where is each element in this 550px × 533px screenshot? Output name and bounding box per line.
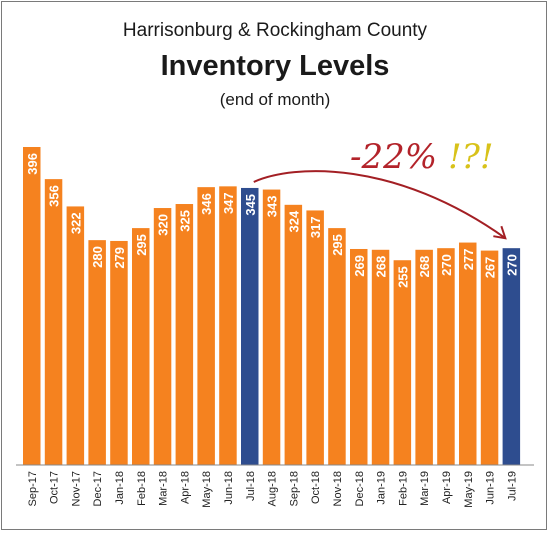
x-tick-label-jun-18: Jun-18 (223, 471, 235, 505)
x-tick-label-aug-18: Aug-18 (267, 471, 279, 506)
x-tick-label-nov-18: Nov-18 (332, 471, 344, 506)
data-label-dec-18: 269 (352, 255, 367, 277)
annotation-percent: -22% (350, 137, 437, 177)
bar-sep-18 (284, 204, 303, 465)
data-label-feb-19: 255 (395, 266, 410, 288)
data-label-nov-17: 322 (68, 212, 83, 234)
x-tick-label-jan-18: Jan-18 (114, 471, 126, 505)
data-label-jan-18: 279 (112, 247, 127, 269)
data-label-apr-18: 325 (177, 210, 192, 232)
x-tick-label-dec-17: Dec-17 (92, 471, 104, 506)
x-tick-label-sep-18: Sep-18 (288, 471, 300, 506)
bar-apr-18 (175, 204, 194, 466)
bar-nov-18 (328, 228, 346, 465)
bar-feb-19 (393, 260, 412, 465)
x-tick-label-mar-19: Mar-19 (419, 471, 431, 506)
bar-may-18 (197, 187, 215, 465)
x-tick-label-jun-19: Jun-19 (485, 471, 497, 505)
x-tick-label-jan-19: Jan-19 (376, 471, 388, 505)
annotation-arrowhead (493, 225, 507, 240)
x-tick-label-feb-18: Feb-18 (136, 471, 148, 506)
x-tick-label-jul-18: Jul-18 (245, 471, 257, 501)
data-label-aug-18: 343 (265, 196, 280, 218)
data-label-jun-19: 267 (483, 257, 498, 279)
data-label-may-18: 346 (199, 193, 214, 215)
data-label-apr-19: 270 (439, 254, 454, 276)
chart-title: Inventory Levels (160, 50, 390, 82)
data-label-sep-18: 324 (286, 210, 301, 232)
x-tick-labels-group: Sep-17 Oct-17 Nov-17 Dec-17 Jan-18 Feb-18 Mar-… (27, 471, 519, 508)
bar-mar-19 (415, 249, 433, 465)
bar-jan-19 (371, 249, 390, 465)
bars-group: 396 356 322 280 279 295 320 325 346 347 345 343 324 3… (23, 147, 521, 466)
data-label-jul-19: 270 (504, 254, 519, 276)
x-tick-label-sep-17: Sep-17 (27, 471, 39, 506)
annotation-marks: !?! (448, 137, 494, 177)
bar-jun-18 (219, 186, 237, 465)
data-label-mar-18: 320 (156, 214, 171, 236)
bar-aug-18 (262, 189, 281, 465)
x-tick-label-feb-19: Feb-19 (397, 471, 409, 506)
x-tick-label-nov-17: Nov-17 (70, 471, 82, 506)
x-tick-label-may-18: May-18 (201, 471, 213, 508)
bar-apr-19 (437, 248, 455, 465)
bar-mar-18 (153, 208, 172, 465)
bar-sep-17 (23, 147, 41, 465)
data-label-feb-18: 295 (134, 234, 149, 256)
data-label-nov-18: 295 (330, 234, 345, 256)
x-tick-label-oct-17: Oct-17 (49, 471, 61, 504)
chart-title-line1: Harrisonburg & Rockingham County (122, 20, 428, 41)
x-tick-label-jul-19: Jul-19 (506, 471, 518, 501)
bar-jan-18 (110, 240, 128, 465)
data-label-dec-17: 280 (90, 246, 105, 268)
data-label-sep-17: 396 (25, 153, 40, 175)
bar-dec-17 (88, 240, 106, 465)
chart-subtitle: (end of month) (219, 90, 331, 109)
bar-jul-18 (241, 187, 259, 466)
x-tick-label-dec-18: Dec-18 (354, 471, 366, 506)
bar-jul-19 (502, 248, 521, 465)
x-tick-label-apr-19: Apr-19 (441, 471, 453, 504)
x-tick-label-oct-18: Oct-18 (310, 471, 322, 504)
bar-may-19 (459, 242, 477, 465)
data-label-jul-18: 345 (243, 194, 258, 216)
bar-oct-17 (44, 179, 63, 465)
bar-feb-18 (132, 228, 150, 465)
data-label-jan-19: 268 (374, 256, 389, 278)
x-tick-label-may-19: May-19 (463, 471, 475, 508)
bar-nov-17 (66, 206, 85, 465)
bar-oct-18 (306, 210, 324, 465)
annotation-arrow (253, 170, 506, 239)
data-label-may-19: 277 (461, 249, 476, 271)
x-tick-label-apr-18: Apr-18 (179, 471, 191, 504)
data-label-oct-17: 356 (47, 185, 62, 207)
data-label-jun-18: 347 (221, 192, 236, 214)
bar-dec-18 (350, 248, 368, 465)
data-label-mar-19: 268 (417, 256, 432, 278)
data-label-oct-18: 317 (308, 216, 323, 238)
x-tick-label-mar-18: Mar-18 (158, 471, 170, 506)
bar-jun-19 (480, 250, 499, 465)
